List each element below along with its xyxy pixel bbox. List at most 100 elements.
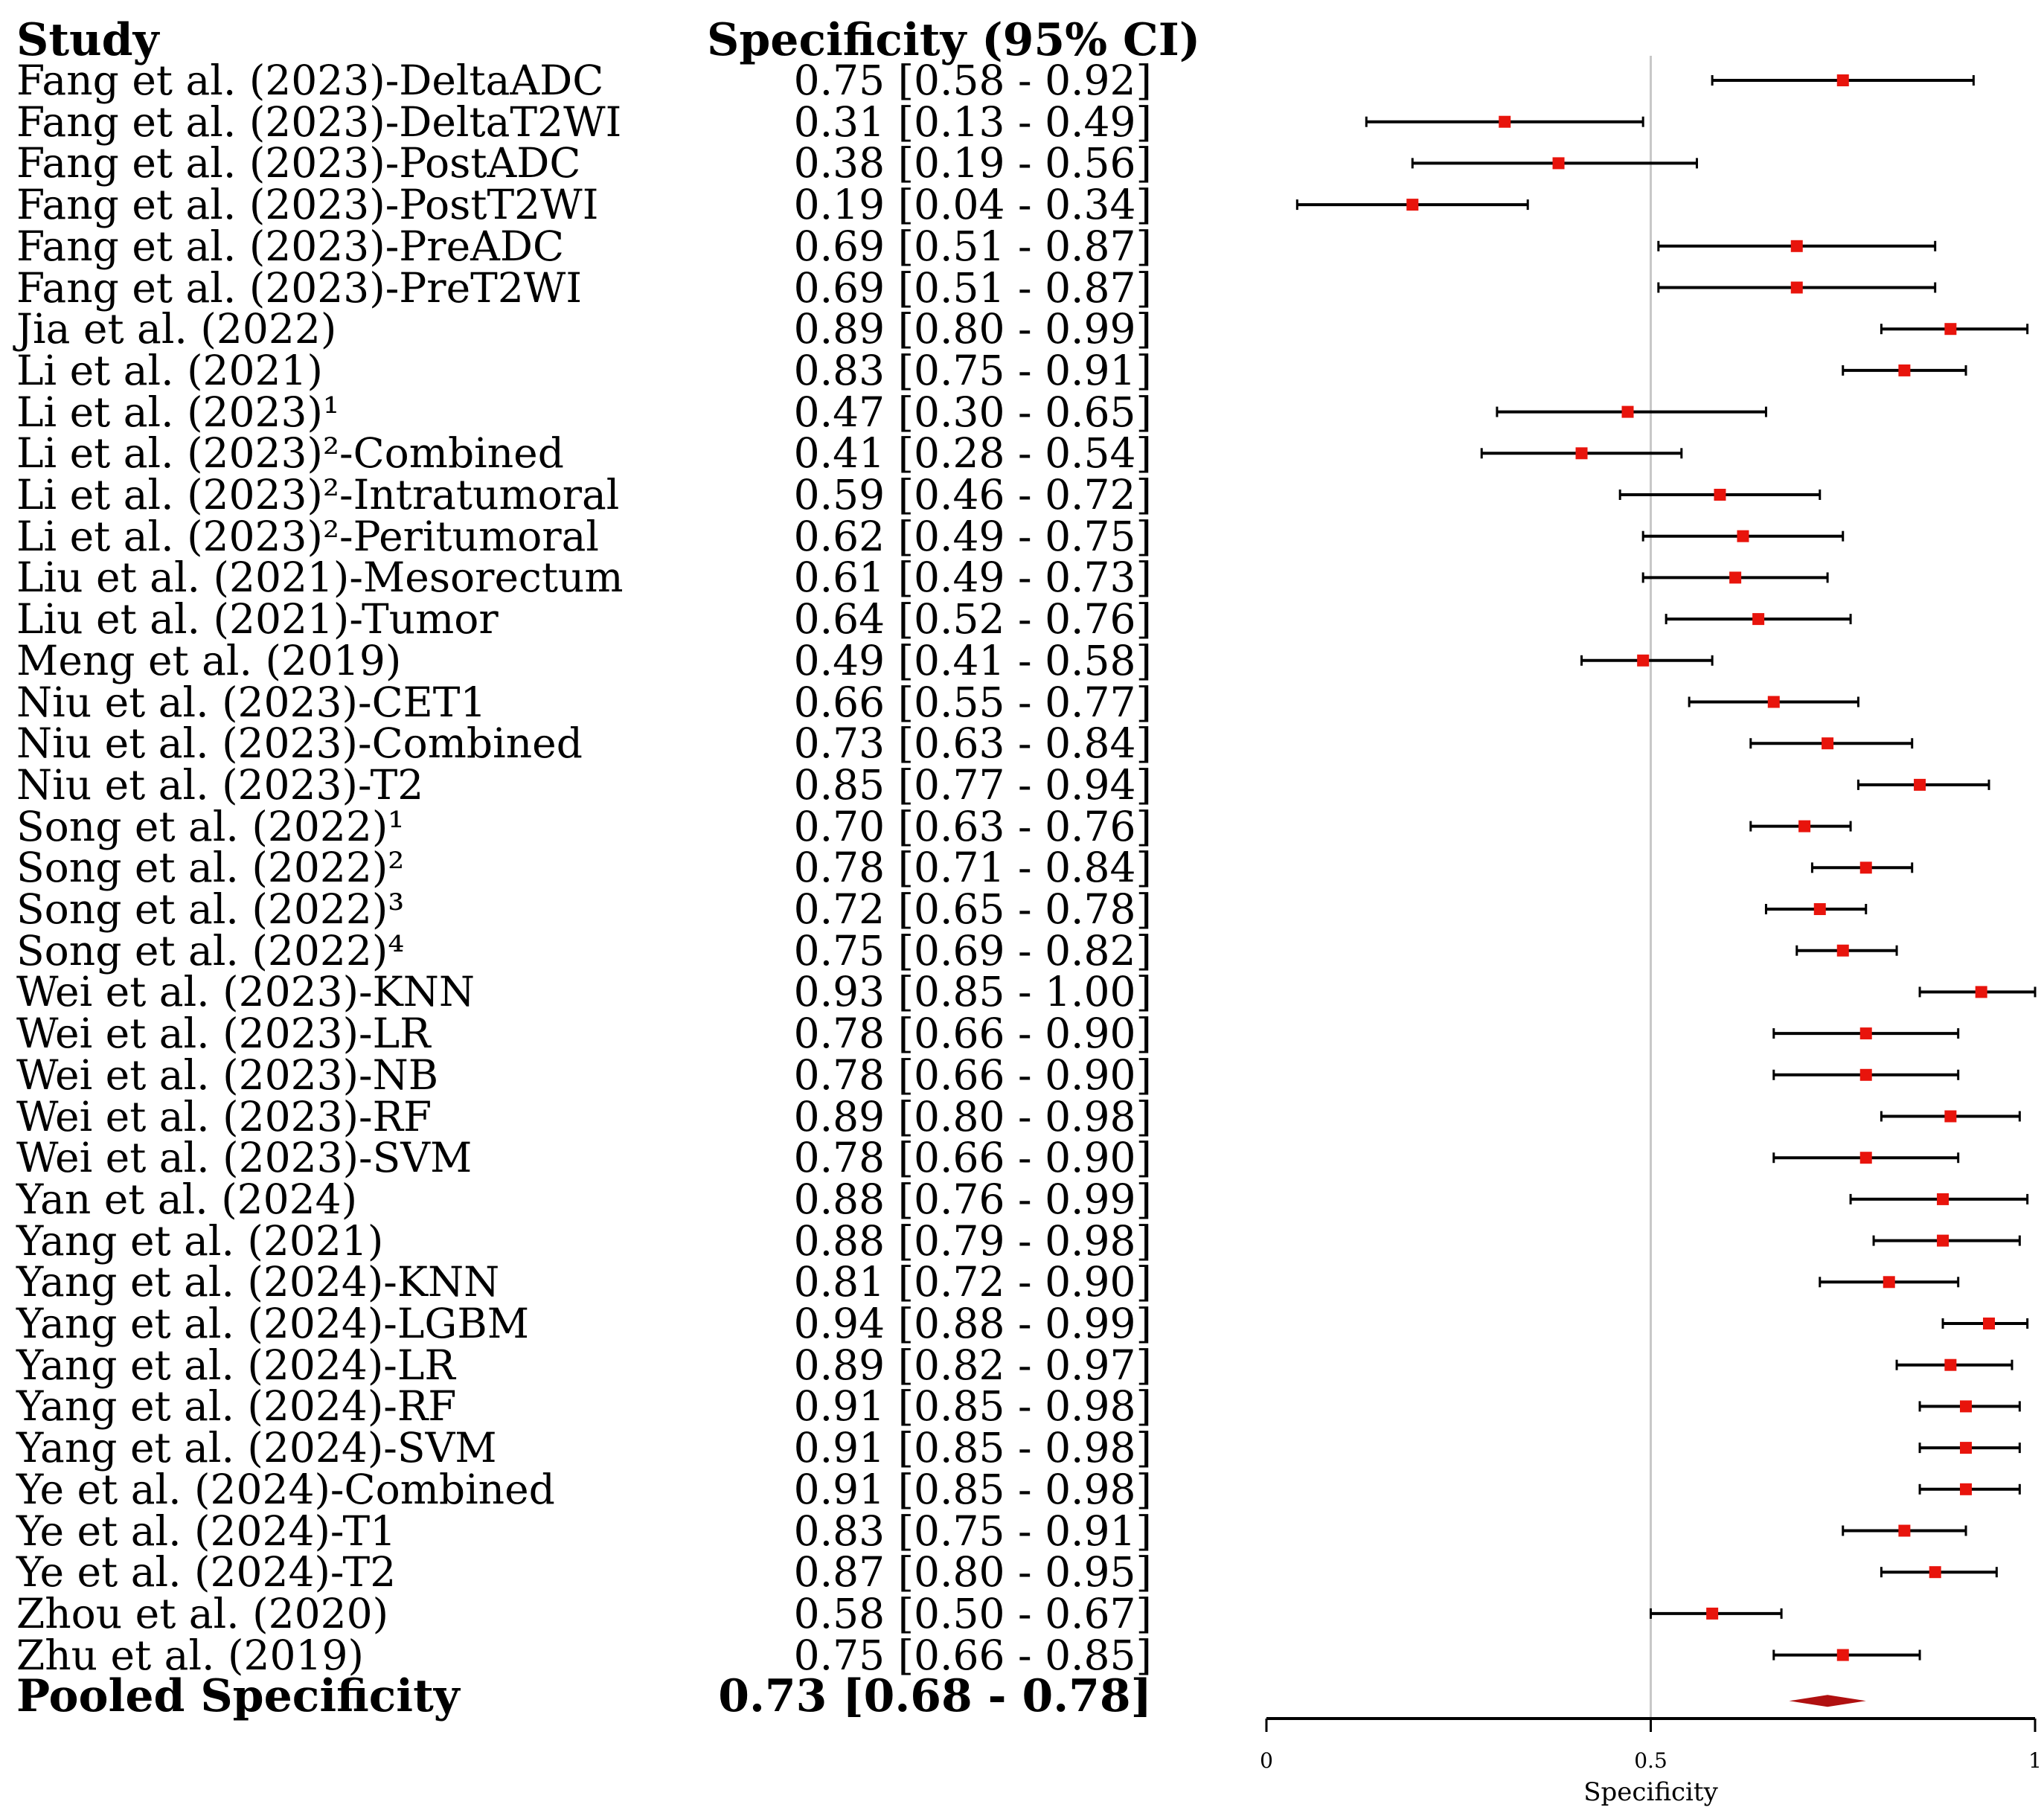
specificity-text: 0.85 [0.77 - 0.94] bbox=[793, 760, 1152, 809]
x-axis-title: Specificity bbox=[1583, 1777, 1718, 1807]
specificity-text: 0.62 [0.49 - 0.75] bbox=[793, 512, 1152, 560]
table-row: Yang et al. (2024)-SVM 0.91 [0.85 - 0.98] bbox=[0, 1427, 1152, 1469]
study-label: Li et al. (2023)²-Intratumoral bbox=[16, 471, 620, 519]
specificity-text: 0.81 [0.72 - 0.90] bbox=[793, 1258, 1152, 1306]
table-row: Li et al. (2023)²-Peritumoral 0.62 [0.49 … bbox=[0, 516, 1152, 557]
specificity-text: 0.88 [0.76 - 0.99] bbox=[793, 1175, 1152, 1223]
point-estimate bbox=[1883, 1276, 1895, 1289]
study-label: Zhu et al. (2019) bbox=[16, 1631, 364, 1679]
study-label: Wei et al. (2023)-RF bbox=[16, 1092, 432, 1140]
table-row: Meng et al. (2019) 0.49 [0.41 - 0.58] bbox=[0, 640, 1152, 681]
specificity-text: 0.59 [0.46 - 0.72] bbox=[793, 471, 1152, 519]
specificity-text: 0.47 [0.30 - 0.65] bbox=[793, 388, 1152, 436]
specificity-text: 0.31 [0.13 - 0.49] bbox=[793, 97, 1152, 146]
specificity-text: 0.19 [0.04 - 0.34] bbox=[793, 181, 1152, 229]
specificity-text: 0.49 [0.41 - 0.58] bbox=[793, 636, 1152, 684]
point-estimate bbox=[1937, 1193, 1950, 1205]
table-row: Song et al. (2022)⁴ 0.75 [0.69 - 0.82] bbox=[0, 930, 1152, 972]
specificity-text: 0.78 [0.66 - 0.90] bbox=[793, 1134, 1152, 1182]
study-label: Song et al. (2022)² bbox=[16, 844, 405, 892]
study-label: Yan et al. (2024) bbox=[16, 1175, 358, 1223]
point-estimate bbox=[1621, 405, 1634, 418]
table-row: Song et al. (2022)³ 0.72 [0.65 - 0.78] bbox=[0, 888, 1152, 930]
study-label: Yang et al. (2024)-LGBM bbox=[16, 1300, 530, 1347]
study-label: Wei et al. (2023)-SVM bbox=[16, 1134, 472, 1182]
study-label: Yang et al. (2021) bbox=[16, 1216, 384, 1265]
table-row: Song et al. (2022)¹ 0.70 [0.63 - 0.76] bbox=[0, 806, 1152, 847]
specificity-text: 0.41 [0.28 - 0.54] bbox=[793, 429, 1152, 478]
specificity-text: 0.89 [0.80 - 0.99] bbox=[793, 305, 1152, 353]
table-row: Yang et al. (2024)-RF 0.91 [0.85 - 0.98] bbox=[0, 1385, 1152, 1427]
point-estimate bbox=[1944, 323, 1957, 336]
table-row: Li et al. (2023)²-Intratumoral 0.59 [0.46… bbox=[0, 474, 1152, 516]
specificity-text: 0.66 [0.55 - 0.77] bbox=[793, 678, 1152, 726]
specificity-text: 0.93 [0.85 - 1.00] bbox=[793, 968, 1152, 1016]
point-estimate bbox=[1575, 447, 1588, 460]
specificity-text: 0.91 [0.85 - 0.98] bbox=[793, 1424, 1152, 1472]
x-tick-label: 0 bbox=[1260, 1748, 1273, 1773]
study-label: Niu et al. (2023)-T2 bbox=[16, 760, 424, 809]
point-estimate bbox=[1714, 489, 1726, 501]
point-estimate bbox=[1859, 862, 1872, 874]
point-estimate bbox=[1960, 1442, 1973, 1454]
specificity-text: 0.94 [0.88 - 0.99] bbox=[793, 1300, 1152, 1347]
point-estimate bbox=[1937, 1234, 1950, 1247]
specificity-text: 0.75 [0.58 - 0.92] bbox=[793, 57, 1152, 104]
table-row: Jia et al. (2022) 0.89 [0.80 - 0.99] bbox=[0, 308, 1152, 350]
point-estimate bbox=[1975, 986, 1987, 998]
table-row: Zhu et al. (2019) 0.75 [0.66 - 0.85] bbox=[0, 1634, 1152, 1676]
point-estimate bbox=[1836, 1649, 1849, 1661]
study-label: Fang et al. (2023)-PreADC bbox=[16, 222, 565, 270]
study-label: Fang et al. (2023)-PreT2WI bbox=[16, 263, 583, 312]
point-estimate bbox=[1822, 737, 1834, 750]
specificity-column-header: Specificity (95% CI) bbox=[707, 14, 1201, 66]
table-row: Fang et al. (2023)-DeltaT2WI 0.31 [0.13 -… bbox=[0, 101, 1152, 143]
study-label: Yang et al. (2024)-RF bbox=[16, 1382, 457, 1431]
specificity-text: 0.78 [0.71 - 0.84] bbox=[793, 844, 1152, 892]
point-estimate bbox=[1813, 903, 1826, 915]
point-estimate bbox=[1552, 157, 1565, 170]
point-estimate bbox=[1790, 281, 1803, 294]
specificity-text: 0.61 [0.49 - 0.73] bbox=[793, 554, 1152, 602]
specificity-text: 0.83 [0.75 - 0.91] bbox=[793, 1507, 1152, 1555]
table-row: Niu et al. (2023)-T2 0.85 [0.77 - 0.94] bbox=[0, 764, 1152, 806]
specificity-text: 0.73 [0.63 - 0.84] bbox=[793, 719, 1152, 768]
point-estimate bbox=[1706, 1607, 1719, 1620]
study-label: Li et al. (2021) bbox=[16, 346, 323, 394]
study-label: Zhou et al. (2020) bbox=[16, 1589, 389, 1637]
table-row: Song et al. (2022)² 0.78 [0.71 - 0.84] bbox=[0, 847, 1152, 888]
point-estimate bbox=[1836, 944, 1849, 957]
table-row: Fang et al. (2023)-DeltaADC 0.75 [0.58 - … bbox=[0, 60, 1152, 101]
study-label: Wei et al. (2023)-KNN bbox=[16, 968, 475, 1016]
study-label: Song et al. (2022)³ bbox=[16, 885, 405, 933]
study-label: Fang et al. (2023)-PostADC bbox=[16, 139, 581, 187]
specificity-text: 0.75 [0.66 - 0.85] bbox=[793, 1631, 1152, 1679]
specificity-text: 0.58 [0.50 - 0.67] bbox=[793, 1589, 1152, 1637]
study-label: Jia et al. (2022) bbox=[16, 305, 337, 353]
specificity-text: 0.83 [0.75 - 0.91] bbox=[793, 346, 1152, 394]
specificity-text: 0.64 [0.52 - 0.76] bbox=[793, 595, 1152, 644]
point-estimate bbox=[1752, 613, 1765, 626]
study-column-header: Study bbox=[16, 14, 159, 66]
point-estimate bbox=[1406, 199, 1419, 211]
point-estimate bbox=[1960, 1483, 1973, 1495]
table-row: Yan et al. (2024) 0.88 [0.76 - 0.99] bbox=[0, 1178, 1152, 1220]
study-label: Wei et al. (2023)-NB bbox=[16, 1050, 439, 1099]
x-tick-label: 0.5 bbox=[1634, 1748, 1667, 1773]
point-estimate bbox=[1898, 364, 1911, 376]
study-label: Wei et al. (2023)-LR bbox=[16, 1010, 431, 1058]
table-row: Liu et al. (2021)-Tumor 0.64 [0.52 - 0.76… bbox=[0, 598, 1152, 640]
pooled-label: Pooled Specificity bbox=[16, 1670, 460, 1723]
specificity-text: 0.91 [0.85 - 0.98] bbox=[793, 1382, 1152, 1431]
study-label: Ye et al. (2024)-T1 bbox=[16, 1507, 397, 1555]
study-label: Li et al. (2023)²-Peritumoral bbox=[16, 512, 600, 560]
study-label: Song et al. (2022)¹ bbox=[16, 802, 405, 850]
table-row: Niu et al. (2023)-Combined 0.73 [0.63 - 0… bbox=[0, 722, 1152, 764]
point-estimate bbox=[1859, 1068, 1872, 1081]
table-row: Ye et al. (2024)-T2 0.87 [0.80 - 0.95] bbox=[0, 1551, 1152, 1593]
table-row: Fang et al. (2023)-PostADC 0.38 [0.19 - 0… bbox=[0, 142, 1152, 184]
point-estimate bbox=[1637, 654, 1650, 667]
table-row: Li et al. (2023)¹ 0.47 [0.30 - 0.65] bbox=[0, 391, 1152, 433]
point-estimate bbox=[1960, 1400, 1973, 1413]
